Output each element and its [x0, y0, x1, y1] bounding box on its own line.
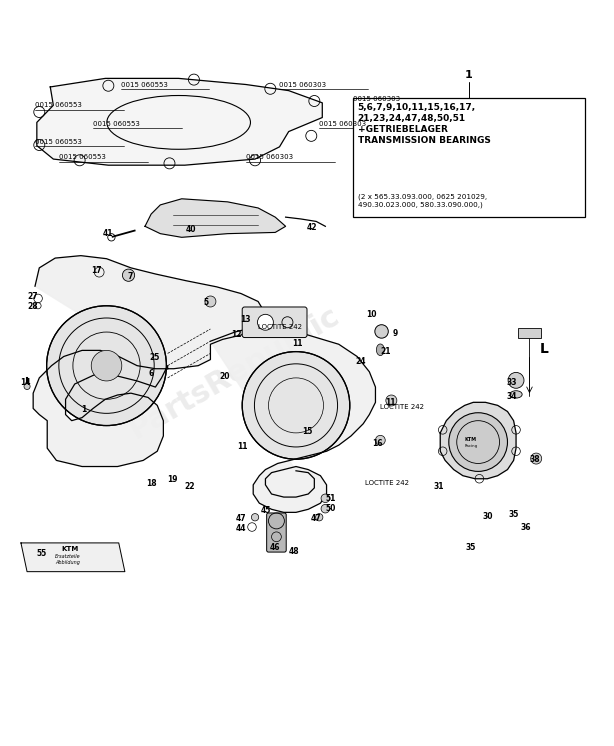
Text: 6: 6: [149, 369, 154, 377]
Circle shape: [530, 453, 542, 464]
Circle shape: [205, 296, 216, 307]
Text: KTM: KTM: [465, 436, 477, 442]
Polygon shape: [211, 326, 375, 513]
Circle shape: [91, 351, 122, 381]
Text: 22: 22: [184, 482, 195, 491]
Text: 47: 47: [311, 514, 322, 523]
Text: 46: 46: [270, 542, 281, 552]
Text: 0015 060303: 0015 060303: [279, 81, 327, 87]
Text: L: L: [539, 342, 548, 356]
Text: 0015 060303: 0015 060303: [319, 121, 367, 127]
Text: 30: 30: [482, 513, 492, 521]
Circle shape: [122, 269, 134, 281]
Text: 18: 18: [146, 478, 157, 488]
Text: 33: 33: [507, 377, 517, 386]
Text: 1: 1: [465, 69, 473, 80]
Text: 55: 55: [36, 549, 46, 558]
Text: PartsRepublic: PartsRepublic: [123, 301, 344, 445]
Circle shape: [321, 494, 330, 503]
Text: 31: 31: [433, 482, 444, 491]
Text: 10: 10: [366, 310, 376, 319]
Text: 44: 44: [236, 524, 246, 533]
Text: (2 x 565.33.093.000, 0625 201029,
490.30.023.000, 580.33.090.000,): (2 x 565.33.093.000, 0625 201029, 490.30…: [358, 194, 487, 208]
Ellipse shape: [376, 344, 384, 356]
Text: 0015 060553: 0015 060553: [120, 81, 168, 87]
FancyBboxPatch shape: [266, 513, 286, 552]
Text: 0015 060303: 0015 060303: [246, 154, 293, 160]
Text: 27: 27: [28, 292, 39, 301]
Circle shape: [242, 351, 350, 460]
Polygon shape: [37, 78, 322, 165]
Polygon shape: [21, 543, 125, 571]
Text: 42: 42: [306, 223, 317, 232]
Text: 0015 060553: 0015 060553: [60, 154, 106, 160]
Text: 21: 21: [380, 347, 391, 356]
Text: 40: 40: [185, 225, 196, 233]
Text: Racing: Racing: [464, 445, 477, 448]
Text: 36: 36: [521, 522, 531, 532]
Text: 0015 060553: 0015 060553: [35, 139, 82, 145]
Circle shape: [375, 436, 385, 445]
Text: 7: 7: [127, 272, 133, 281]
Circle shape: [316, 513, 323, 521]
Text: 24: 24: [356, 357, 366, 366]
Text: 34: 34: [507, 392, 517, 401]
Text: 38: 38: [529, 455, 540, 464]
Circle shape: [257, 314, 273, 330]
Text: 19: 19: [167, 475, 178, 484]
Text: 12: 12: [231, 330, 242, 339]
Text: KTM: KTM: [61, 546, 79, 552]
Text: 5: 5: [204, 298, 209, 307]
Text: Abbildung: Abbildung: [55, 560, 80, 565]
Text: 50: 50: [325, 504, 335, 513]
Text: 20: 20: [219, 372, 230, 380]
Circle shape: [386, 395, 397, 406]
Circle shape: [508, 372, 524, 388]
Text: Ersatzteile: Ersatzteile: [55, 554, 80, 559]
Text: 11: 11: [293, 339, 303, 348]
Polygon shape: [145, 198, 286, 237]
Text: 47: 47: [236, 514, 246, 523]
Text: 51: 51: [325, 494, 335, 503]
Text: 1: 1: [81, 405, 87, 414]
Circle shape: [24, 383, 30, 389]
Text: 5,6,7,9,10,11,15,16,17,
21,23,24,47,48,50,51
+GETRIEBELAGER
TRANSMISSION BEARING: 5,6,7,9,10,11,15,16,17, 21,23,24,47,48,5…: [358, 103, 491, 145]
Text: 17: 17: [91, 266, 101, 275]
Text: LOCTITE 242: LOCTITE 242: [380, 404, 424, 410]
FancyBboxPatch shape: [242, 307, 307, 337]
Text: 25: 25: [149, 353, 160, 363]
Polygon shape: [440, 402, 516, 479]
Text: 13: 13: [241, 315, 251, 324]
Polygon shape: [33, 256, 265, 466]
Text: 9: 9: [393, 329, 398, 338]
Text: 0015 060303: 0015 060303: [353, 96, 400, 102]
Text: 0015 060553: 0015 060553: [93, 121, 140, 127]
Circle shape: [251, 513, 258, 521]
Text: 41: 41: [103, 229, 114, 238]
Text: 0015 060553: 0015 060553: [35, 102, 82, 108]
Bar: [518, 327, 541, 337]
Text: 35: 35: [465, 542, 476, 552]
FancyBboxPatch shape: [353, 98, 585, 217]
Text: LOCTITE 242: LOCTITE 242: [365, 480, 409, 486]
Text: 45: 45: [260, 506, 271, 515]
Text: 48: 48: [288, 547, 299, 556]
Circle shape: [449, 413, 508, 471]
Text: 15: 15: [302, 427, 312, 436]
Text: 28: 28: [28, 302, 39, 312]
Ellipse shape: [510, 391, 522, 398]
Text: 14: 14: [21, 377, 31, 386]
Text: 11: 11: [386, 398, 396, 407]
Circle shape: [47, 306, 166, 425]
Circle shape: [321, 504, 330, 513]
Text: 16: 16: [372, 439, 383, 448]
Circle shape: [375, 325, 388, 338]
Text: 35: 35: [508, 510, 519, 519]
Text: 11: 11: [238, 442, 248, 451]
Text: LOCTITE 242: LOCTITE 242: [258, 325, 302, 330]
